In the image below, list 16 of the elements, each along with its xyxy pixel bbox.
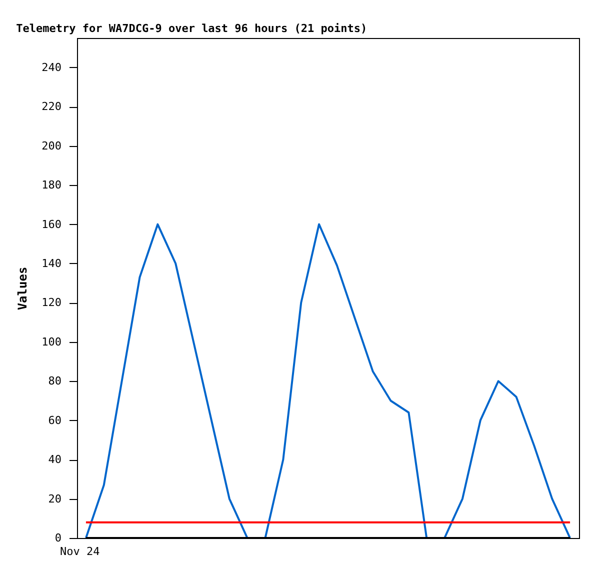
- chart-title: Telemetry for WA7DCG-9 over last 96 hours (21 points): [16, 22, 368, 35]
- text: Nov 24: [60, 545, 100, 558]
- y-tick-label: 80: [48, 374, 62, 388]
- y-tick-label: 100: [42, 335, 62, 348]
- y-tick-label: 220: [42, 100, 62, 114]
- y-tick-label: 200: [42, 139, 62, 152]
- y-tick-label: 60: [48, 414, 62, 427]
- y-axis-title: Values: [16, 266, 30, 310]
- y-tick-label: 20: [48, 492, 62, 506]
- y-tick-label: 0: [54, 532, 62, 544]
- y-tick-label: 120: [42, 296, 62, 310]
- y-tick-label: 180: [42, 178, 62, 192]
- y-tick-label: 40: [48, 453, 62, 466]
- y-tick-label: 240: [42, 60, 62, 74]
- y-tick-label: 140: [42, 256, 62, 270]
- y-tick-label: 160: [42, 218, 62, 231]
